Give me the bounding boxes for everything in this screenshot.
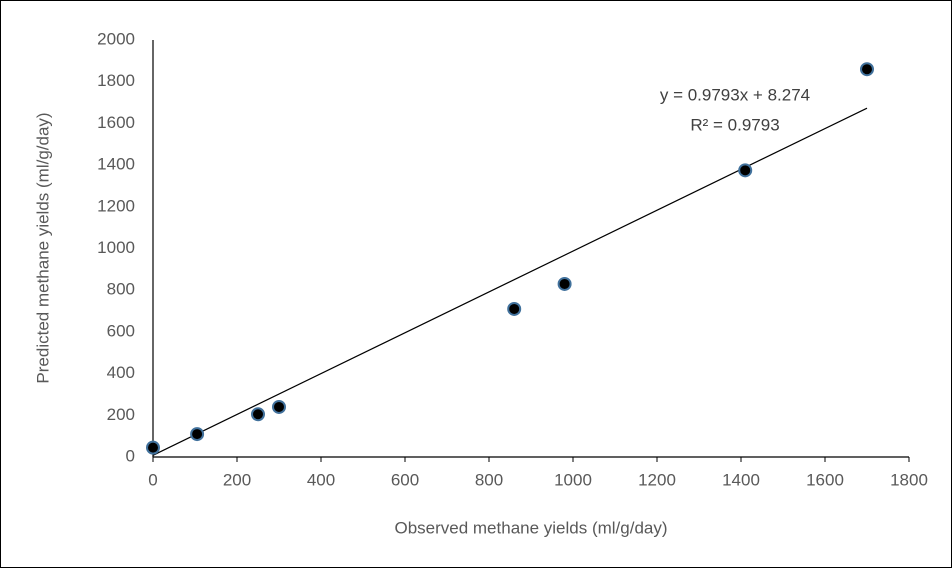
y-tick-label: 200: [107, 405, 135, 424]
y-tick-label: 800: [107, 280, 135, 299]
y-tick-label: 400: [107, 363, 135, 382]
point: [251, 407, 265, 422]
y-tick-label: 2000: [97, 29, 135, 48]
x-tick-label: 0: [148, 470, 157, 489]
x-tick-label: 1800: [890, 470, 928, 489]
trendline-equation: y = 0.9793x + 8.274: [660, 85, 810, 104]
point: [738, 163, 753, 178]
y-axis-title: Predicted methane yields (ml/g/day): [33, 112, 52, 383]
point: [272, 399, 286, 414]
x-tick-label: 600: [391, 470, 419, 489]
x-tick-label: 800: [475, 470, 503, 489]
y-tick-label: 1600: [97, 113, 135, 132]
trendline-r-squared: R² = 0.9793: [690, 115, 779, 134]
x-tick-label: 200: [223, 470, 251, 489]
point: [146, 440, 160, 455]
y-tick-label: 1800: [97, 71, 135, 90]
y-tick-label: 1400: [97, 155, 135, 174]
x-tick-label: 1400: [722, 470, 760, 489]
x-tick-label: 1200: [638, 470, 676, 489]
y-tick-label: 1000: [97, 238, 135, 257]
y-tick-label: 600: [107, 321, 135, 340]
x-axis-title: Observed methane yields (ml/g/day): [394, 518, 667, 537]
x-tick-label: 400: [307, 470, 335, 489]
point: [507, 301, 522, 316]
point: [190, 427, 205, 442]
y-tick-label: 0: [126, 446, 135, 465]
point: [557, 276, 572, 291]
point: [860, 62, 874, 77]
y-tick-label: 1200: [97, 196, 135, 215]
x-tick-label: 1000: [554, 470, 592, 489]
x-tick-label: 1600: [806, 470, 844, 489]
